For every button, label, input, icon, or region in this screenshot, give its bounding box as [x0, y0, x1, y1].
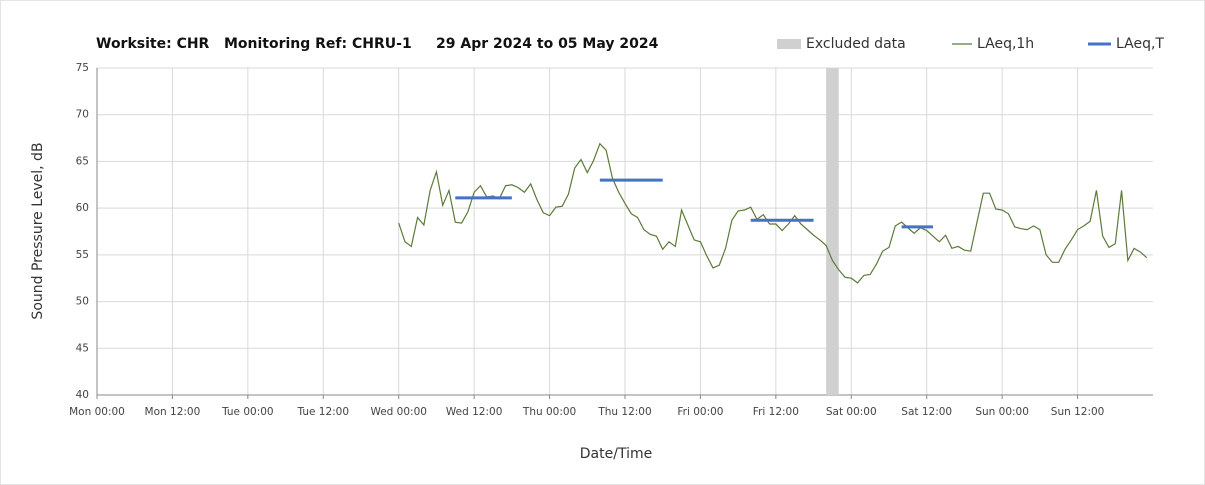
y-tick-label: 45	[76, 342, 89, 354]
x-tick-label: Tue 00:00	[221, 406, 274, 418]
x-tick-label: Mon 00:00	[69, 406, 125, 418]
x-tick-label: Wed 00:00	[370, 406, 427, 418]
x-tick-label: Sat 00:00	[826, 406, 877, 418]
x-tick-label: Thu 00:00	[522, 406, 576, 418]
x-tick-label: Wed 12:00	[446, 406, 503, 418]
x-tick-label: Sun 12:00	[1051, 406, 1105, 418]
y-tick-label: 75	[76, 62, 89, 74]
y-tick-label: 65	[76, 155, 89, 167]
y-tick-label: 40	[76, 389, 89, 401]
legend-label: LAeq,T	[1116, 36, 1164, 52]
legend-label: Excluded data	[806, 36, 906, 52]
x-tick-label: Fri 12:00	[753, 406, 799, 418]
legend-swatch	[777, 39, 801, 49]
x-tick-label: Tue 12:00	[297, 406, 350, 418]
y-tick-label: 50	[76, 296, 89, 308]
legend-label: LAeq,1h	[977, 36, 1034, 52]
y-tick-label: 60	[76, 202, 89, 214]
y-tick-label: 55	[76, 249, 89, 261]
y-axis-label: Sound Pressure Level, dB	[30, 142, 46, 319]
x-tick-label: Sun 00:00	[975, 406, 1029, 418]
x-axis-label: Date/Time	[580, 446, 652, 462]
series-line	[398, 142, 1148, 284]
excluded-band	[826, 68, 839, 395]
x-tick-label: Mon 12:00	[145, 406, 201, 418]
chart-title: Worksite: CHR Monitoring Ref: CHRU-1 29 …	[96, 36, 659, 52]
x-tick-label: Sat 12:00	[901, 406, 952, 418]
x-tick-label: Thu 12:00	[597, 406, 651, 418]
x-tick-label: Fri 00:00	[677, 406, 723, 418]
y-tick-label: 70	[76, 109, 89, 121]
